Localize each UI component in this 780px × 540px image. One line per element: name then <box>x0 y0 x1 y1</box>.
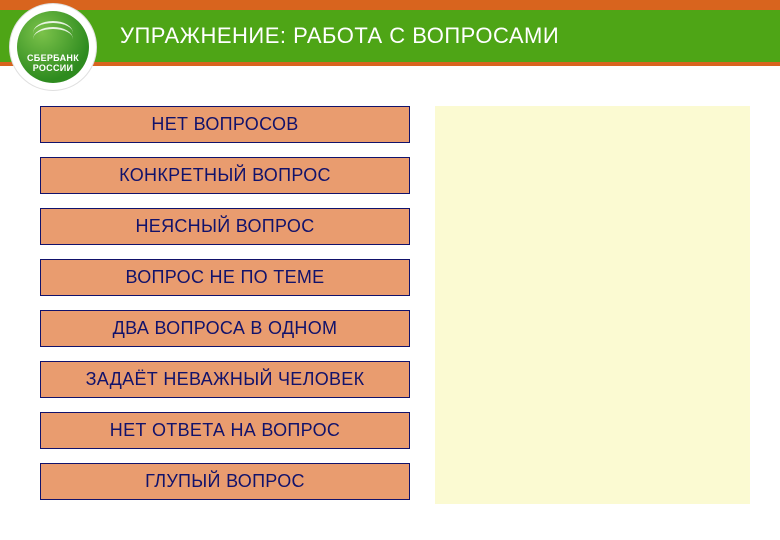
list-item: НЕТ ВОПРОСОВ <box>40 106 410 143</box>
question-types-list: НЕТ ВОПРОСОВ КОНКРЕТНЫЙ ВОПРОС НЕЯСНЫЙ В… <box>40 106 410 504</box>
slide-header: УПРАЖНЕНИЕ: РАБОТА С ВОПРОСАМИ СБЕРБАНК … <box>0 0 780 66</box>
list-item: НЕЯСНЫЙ ВОПРОС <box>40 208 410 245</box>
sberbank-logo-icon: СБЕРБАНК РОССИИ <box>17 11 89 83</box>
list-item: НЕТ ОТВЕТА НА ВОПРОС <box>40 412 410 449</box>
logo-text-line2: РОССИИ <box>27 64 79 73</box>
slide-title: УПРАЖНЕНИЕ: РАБОТА С ВОПРОСАМИ <box>120 23 559 49</box>
header-stripe-top <box>0 0 780 10</box>
list-item: ДВА ВОПРОСА В ОДНОМ <box>40 310 410 347</box>
answer-panel <box>435 106 750 504</box>
header-green-bar: УПРАЖНЕНИЕ: РАБОТА С ВОПРОСАМИ <box>0 10 780 62</box>
list-item: ГЛУПЫЙ ВОПРОС <box>40 463 410 500</box>
list-item: ЗАДАЁТ НЕВАЖНЫЙ ЧЕЛОВЕК <box>40 361 410 398</box>
list-item: КОНКРЕТНЫЙ ВОПРОС <box>40 157 410 194</box>
list-item: ВОПРОС НЕ ПО ТЕМЕ <box>40 259 410 296</box>
header-stripe-bottom <box>0 62 780 66</box>
slide-content: НЕТ ВОПРОСОВ КОНКРЕТНЫЙ ВОПРОС НЕЯСНЫЙ В… <box>0 66 780 504</box>
logo-badge: СБЕРБАНК РОССИИ <box>10 4 96 90</box>
